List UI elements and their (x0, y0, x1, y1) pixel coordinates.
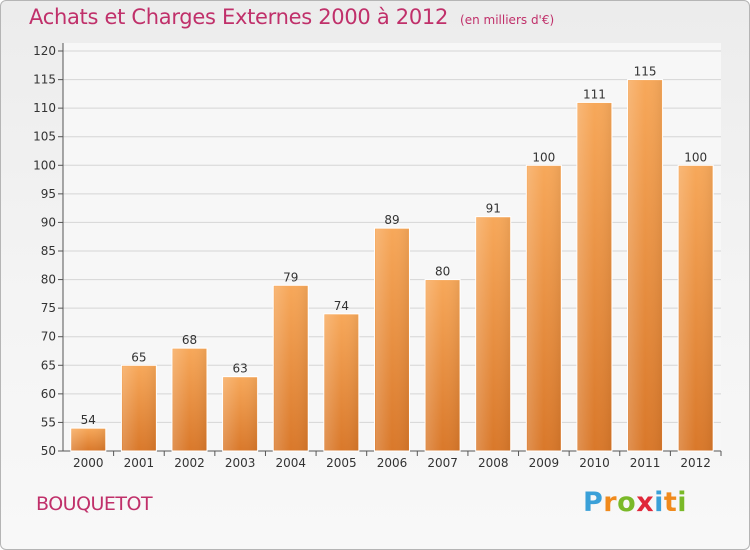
y-tick-label: 80 (41, 273, 56, 287)
bar-sheen (223, 377, 257, 451)
y-tick-label: 65 (41, 358, 56, 372)
y-tick-label: 85 (41, 244, 56, 258)
x-tick-label: 2010 (579, 456, 610, 470)
x-tick-label: 2004 (275, 456, 306, 470)
bar-value-label: 80 (435, 265, 450, 279)
bar-value-label: 115 (634, 65, 657, 79)
bar-sheen (527, 166, 561, 452)
logo-letter: i (654, 487, 664, 518)
bar-value-label: 68 (182, 333, 197, 347)
bar-value-label: 63 (233, 362, 248, 376)
y-tick-label: 95 (41, 187, 56, 201)
bar-value-label: 111 (583, 87, 606, 101)
proxiti-logo: Proxiti (583, 487, 687, 518)
y-tick-label: 100 (33, 158, 56, 172)
logo-letter: P (583, 487, 604, 518)
x-tick-label: 2006 (377, 456, 408, 470)
x-tick-label: 2011 (630, 456, 661, 470)
y-tick-label: 115 (33, 73, 56, 87)
bar-sheen (274, 286, 308, 451)
bar-sheen (628, 80, 662, 452)
x-tick-label: 2012 (680, 456, 711, 470)
y-tick-label: 55 (41, 415, 56, 429)
logo-letter: i (677, 487, 688, 518)
x-tick-label: 2002 (174, 456, 205, 470)
bar-sheen (426, 280, 460, 451)
x-tick-label: 2009 (529, 456, 560, 470)
city-name: BOUQUETOT (36, 493, 153, 515)
bar-sheen (71, 429, 105, 451)
x-tick-label: 2005 (326, 456, 357, 470)
x-tick-label: 2000 (73, 456, 104, 470)
x-tick-label: 2007 (427, 456, 458, 470)
bar-value-label: 100 (684, 150, 707, 164)
y-tick-label: 110 (33, 101, 56, 115)
y-tick-label: 50 (41, 444, 56, 458)
logo-letter: r (603, 487, 618, 518)
bar-sheen (173, 349, 207, 451)
y-tick-label: 90 (41, 215, 56, 229)
logo-letter: t (663, 487, 678, 518)
bar-value-label: 74 (334, 299, 349, 313)
bar-value-label: 54 (81, 413, 96, 427)
bar-sheen (375, 229, 409, 451)
bar-value-label: 65 (131, 350, 146, 364)
x-tick-label: 2008 (478, 456, 509, 470)
y-tick-label: 120 (33, 44, 56, 58)
y-tick-label: 70 (41, 330, 56, 344)
bar-sheen (324, 314, 358, 451)
logo-letter: x (636, 487, 655, 518)
bar-sheen (577, 103, 611, 451)
chart-title: Achats et Charges Externes 2000 à 2012 (29, 5, 449, 29)
bar-value-label: 100 (532, 150, 555, 164)
y-tick-label: 105 (33, 130, 56, 144)
bar-sheen (679, 166, 713, 452)
bar-sheen (122, 366, 156, 451)
bar-sheen (476, 217, 510, 451)
x-tick-label: 2001 (124, 456, 155, 470)
bar-value-label: 79 (283, 270, 298, 284)
logo-letter: o (617, 487, 637, 518)
y-tick-label: 60 (41, 387, 56, 401)
y-tick-label: 75 (41, 301, 56, 315)
x-tick-label: 2003 (225, 456, 256, 470)
chart-title-block: Achats et Charges Externes 2000 à 2012 (… (29, 5, 554, 29)
bar-value-label: 91 (486, 202, 501, 216)
chart-subtitle: (en milliers d'€) (460, 13, 555, 27)
bar-value-label: 89 (384, 213, 399, 227)
